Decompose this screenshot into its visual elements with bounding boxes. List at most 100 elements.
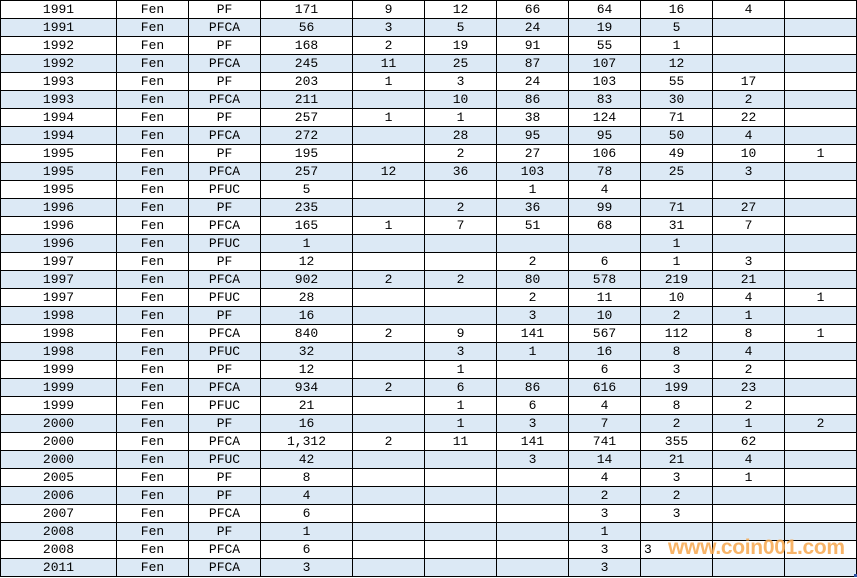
table-cell[interactable]: 2	[352, 36, 425, 55]
table-cell[interactable]	[784, 486, 857, 505]
table-cell[interactable]: Fen	[116, 270, 189, 289]
table-cell[interactable]: PFCA	[188, 432, 261, 451]
table-cell[interactable]: Fen	[116, 180, 189, 199]
table-cell[interactable]: 2011	[0, 558, 117, 577]
table-cell[interactable]: 1	[568, 522, 641, 541]
table-cell[interactable]: 1	[784, 288, 857, 307]
table-cell[interactable]: 567	[568, 324, 641, 343]
table-cell[interactable]	[352, 126, 425, 145]
table-cell[interactable]: 934	[260, 378, 353, 397]
table-cell[interactable]: 1	[712, 468, 785, 487]
table-cell[interactable]: 11	[352, 54, 425, 73]
table-cell[interactable]	[496, 234, 569, 253]
table-cell[interactable]: 55	[568, 36, 641, 55]
table-cell[interactable]: 171	[260, 0, 353, 19]
table-cell[interactable]: 124	[568, 108, 641, 127]
table-cell[interactable]: PF	[188, 36, 261, 55]
table-cell[interactable]: 16	[640, 0, 713, 19]
table-cell[interactable]: PFUC	[188, 234, 261, 253]
table-cell[interactable]	[712, 522, 785, 541]
table-cell[interactable]	[712, 234, 785, 253]
table-cell[interactable]: 2007	[0, 504, 117, 523]
table-cell[interactable]: 355	[640, 432, 713, 451]
table-cell[interactable]: 3	[640, 504, 713, 523]
table-cell[interactable]: 3	[712, 162, 785, 181]
table-cell[interactable]: 6	[260, 504, 353, 523]
table-cell[interactable]: PF	[188, 306, 261, 325]
table-cell[interactable]: 12	[260, 252, 353, 271]
table-cell[interactable]	[352, 540, 425, 559]
table-cell[interactable]: 10	[424, 90, 497, 109]
table-cell[interactable]	[784, 558, 857, 577]
table-cell[interactable]: 7	[712, 216, 785, 235]
table-cell[interactable]: 6	[424, 378, 497, 397]
table-cell[interactable]: 11	[568, 288, 641, 307]
table-cell[interactable]: 1,312	[260, 432, 353, 451]
table-cell[interactable]: Fen	[116, 504, 189, 523]
table-cell[interactable]: 12	[640, 54, 713, 73]
table-cell[interactable]: 1999	[0, 360, 117, 379]
table-cell[interactable]: 1996	[0, 234, 117, 253]
table-cell[interactable]: 257	[260, 162, 353, 181]
table-cell[interactable]	[352, 252, 425, 271]
table-cell[interactable]	[496, 540, 569, 559]
table-cell[interactable]: 22	[712, 108, 785, 127]
table-cell[interactable]	[496, 558, 569, 577]
table-cell[interactable]: 1997	[0, 270, 117, 289]
table-cell[interactable]: 31	[640, 216, 713, 235]
table-cell[interactable]	[784, 18, 857, 37]
table-cell[interactable]: 1	[352, 216, 425, 235]
table-cell[interactable]: 7	[568, 414, 641, 433]
table-cell[interactable]	[784, 108, 857, 127]
table-cell[interactable]: 1	[640, 252, 713, 271]
table-cell[interactable]: 1	[260, 522, 353, 541]
table-cell[interactable]: Fen	[116, 252, 189, 271]
table-cell[interactable]: 24	[496, 72, 569, 91]
table-cell[interactable]: 1993	[0, 72, 117, 91]
table-cell[interactable]	[352, 198, 425, 217]
table-cell[interactable]: PFUC	[188, 180, 261, 199]
table-cell[interactable]: 6	[568, 360, 641, 379]
table-cell[interactable]: 51	[496, 216, 569, 235]
table-cell[interactable]: PFCA	[188, 540, 261, 559]
table-cell[interactable]: 1998	[0, 342, 117, 361]
table-cell[interactable]: 87	[496, 54, 569, 73]
table-cell[interactable]: 30	[640, 90, 713, 109]
table-cell[interactable]	[784, 306, 857, 325]
table-cell[interactable]: 2005	[0, 468, 117, 487]
table-cell[interactable]	[640, 522, 713, 541]
table-cell[interactable]	[784, 198, 857, 217]
table-cell[interactable]: PFCA	[188, 324, 261, 343]
table-cell[interactable]: 2	[352, 324, 425, 343]
table-cell[interactable]: PFCA	[188, 126, 261, 145]
table-cell[interactable]: Fen	[116, 0, 189, 19]
table-cell[interactable]: 2	[352, 270, 425, 289]
table-cell[interactable]: PF	[188, 198, 261, 217]
table-cell[interactable]: Fen	[116, 288, 189, 307]
table-cell[interactable]: 19	[568, 18, 641, 37]
table-cell[interactable]: 25	[424, 54, 497, 73]
table-cell[interactable]: 2	[424, 198, 497, 217]
table-cell[interactable]: 1998	[0, 306, 117, 325]
table-cell[interactable]: 42	[260, 450, 353, 469]
table-cell[interactable]	[424, 468, 497, 487]
table-cell[interactable]: 195	[260, 144, 353, 163]
table-cell[interactable]	[784, 54, 857, 73]
table-cell[interactable]	[784, 522, 857, 541]
table-cell[interactable]: 16	[260, 306, 353, 325]
table-cell[interactable]: 95	[496, 126, 569, 145]
table-cell[interactable]: 55	[640, 72, 713, 91]
table-cell[interactable]: 4	[712, 288, 785, 307]
table-cell[interactable]: Fen	[116, 18, 189, 37]
table-cell[interactable]: 1996	[0, 198, 117, 217]
table-cell[interactable]: 1999	[0, 396, 117, 415]
table-cell[interactable]: 1	[424, 396, 497, 415]
table-cell[interactable]: 12	[424, 0, 497, 19]
table-cell[interactable]: 10	[568, 306, 641, 325]
table-cell[interactable]: 2	[496, 288, 569, 307]
table-cell[interactable]	[712, 504, 785, 523]
table-cell[interactable]: 272	[260, 126, 353, 145]
table-cell[interactable]: 2	[568, 486, 641, 505]
table-cell[interactable]: PF	[188, 522, 261, 541]
table-cell[interactable]: 1	[424, 108, 497, 127]
